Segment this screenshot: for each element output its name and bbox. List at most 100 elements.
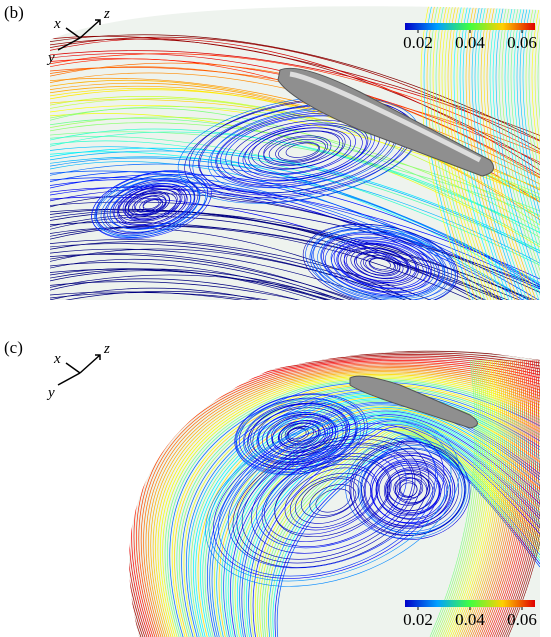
streamline xyxy=(50,38,540,175)
streamline xyxy=(271,414,334,453)
streamline xyxy=(131,360,540,637)
streamline xyxy=(309,484,357,516)
streamline xyxy=(343,244,417,283)
ship-hull xyxy=(277,67,495,177)
axis-label: y xyxy=(46,385,55,401)
streamline xyxy=(50,241,540,300)
streamline xyxy=(241,442,416,560)
colorbar xyxy=(405,23,535,30)
axis-label: y xyxy=(46,50,55,66)
streamline xyxy=(323,234,433,292)
streamline xyxy=(355,251,401,276)
streamline xyxy=(360,448,463,532)
streamline xyxy=(50,151,540,296)
streamline xyxy=(495,6,540,300)
streamline xyxy=(480,6,531,300)
streamline xyxy=(483,6,534,300)
streamline xyxy=(274,438,540,637)
streamline xyxy=(230,119,369,182)
streamline xyxy=(183,389,540,637)
streamline xyxy=(486,6,537,300)
streamline xyxy=(125,188,178,219)
streamline xyxy=(246,422,540,637)
axis-arrow xyxy=(57,37,81,51)
streamline xyxy=(164,379,540,637)
streamline xyxy=(106,178,195,230)
axis-label: x xyxy=(53,351,61,367)
streamline xyxy=(525,6,540,300)
streamline xyxy=(140,365,540,637)
colorbar-tick-label: 0.06 xyxy=(507,33,537,52)
streamline xyxy=(258,411,337,460)
streamline xyxy=(528,6,540,300)
streamline xyxy=(243,421,540,637)
streamline xyxy=(456,6,507,300)
streamline xyxy=(257,410,344,463)
streamline xyxy=(398,478,424,499)
streamlines xyxy=(50,6,540,300)
streamline xyxy=(504,6,540,300)
streamline xyxy=(143,367,540,637)
streamline xyxy=(109,181,195,230)
axis-arrow xyxy=(65,27,81,39)
ship-hull xyxy=(349,375,478,429)
streamline xyxy=(266,416,333,457)
ship-deck xyxy=(289,71,482,163)
streamline xyxy=(519,6,540,300)
colorbar-tick-label: 0.04 xyxy=(455,610,485,629)
streamline xyxy=(50,291,540,300)
streamlines xyxy=(129,350,540,637)
streamline xyxy=(516,6,540,300)
streamline xyxy=(50,268,540,300)
streamline xyxy=(450,6,501,300)
streamline xyxy=(242,124,363,179)
streamline xyxy=(471,6,522,300)
streamline xyxy=(159,376,540,637)
streamline xyxy=(50,122,540,214)
streamline xyxy=(276,439,540,637)
streamline xyxy=(211,404,540,637)
axis-arrow xyxy=(79,354,101,374)
streamline xyxy=(236,397,358,472)
streamline xyxy=(50,156,540,267)
streamline xyxy=(257,130,344,169)
streamline xyxy=(274,458,391,537)
streamline xyxy=(213,423,445,579)
streamline xyxy=(386,470,430,506)
streamline xyxy=(50,107,540,241)
streamline xyxy=(498,6,540,300)
streamline xyxy=(278,141,320,161)
streamline xyxy=(50,209,540,300)
streamline xyxy=(453,6,504,300)
streamline xyxy=(349,440,466,536)
streamline xyxy=(321,232,440,296)
streamline xyxy=(371,458,452,524)
streamline xyxy=(50,88,540,221)
streamline xyxy=(468,6,519,300)
streamline xyxy=(257,428,540,637)
streamline xyxy=(50,248,540,300)
streamline xyxy=(272,417,331,453)
colorbar-tick-label: 0.06 xyxy=(507,610,537,629)
streamline xyxy=(259,430,540,637)
panel-label: (b) xyxy=(4,3,24,22)
streamline xyxy=(50,287,540,300)
streamline xyxy=(302,223,459,300)
streamline xyxy=(444,6,495,300)
streamline xyxy=(50,253,540,300)
streamline xyxy=(285,142,319,158)
streamline xyxy=(150,371,540,637)
streamline xyxy=(357,444,467,535)
axis-triad xyxy=(57,19,101,51)
streamline xyxy=(364,452,456,528)
streamline xyxy=(50,292,540,300)
streamline xyxy=(248,127,352,174)
axis-arrow xyxy=(65,362,81,374)
streamline xyxy=(248,424,540,637)
streamline xyxy=(50,131,540,236)
streamline xyxy=(167,380,540,637)
streamline xyxy=(50,131,540,218)
axis-arrow xyxy=(57,372,81,386)
streamline xyxy=(251,127,346,170)
